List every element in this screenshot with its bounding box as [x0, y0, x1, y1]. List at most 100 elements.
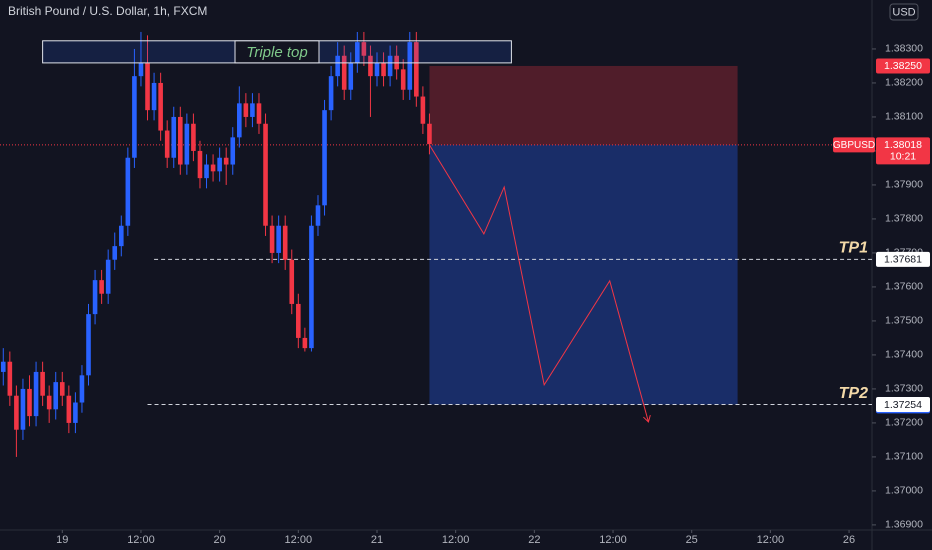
candle-body: [223, 157, 229, 165]
currency-label[interactable]: USD: [892, 6, 915, 18]
candle-body: [407, 42, 413, 90]
candle-body: [355, 42, 360, 63]
target-level-name: TP1: [839, 240, 868, 257]
candle-body: [250, 103, 255, 117]
candle-body: [79, 375, 85, 403]
y-tick-label: 1.37000: [885, 485, 923, 497]
candle-body: [158, 82, 163, 131]
candle-body: [263, 123, 268, 226]
candle-body: [125, 157, 131, 226]
price-tag-label: 1.38250: [884, 60, 922, 72]
x-tick-label: 12:00: [599, 534, 627, 546]
candle-body: [151, 82, 157, 111]
x-tick-label: 22: [528, 534, 540, 546]
candle-body: [348, 62, 354, 90]
candle-body: [171, 116, 177, 158]
y-tick-label: 1.37200: [885, 417, 923, 429]
candle-body: [276, 225, 281, 253]
symbol-label: GBPUSD: [833, 140, 875, 151]
candle-body: [237, 103, 242, 138]
candle-body: [302, 337, 308, 349]
candle-body: [92, 280, 98, 315]
candle-body: [322, 110, 327, 206]
candle-body: [118, 225, 124, 247]
candle-body: [164, 130, 170, 158]
candle-body: [368, 55, 373, 77]
target-level-name: TP2: [839, 385, 868, 402]
x-tick-label: 19: [56, 534, 68, 546]
candle-body: [0, 361, 6, 372]
candle-body: [178, 116, 183, 165]
candle-body: [184, 123, 190, 165]
candle-body: [86, 314, 91, 376]
candle-body: [73, 402, 78, 423]
price-tag: [876, 58, 930, 74]
candle-body: [230, 137, 236, 165]
projection-path: [429, 144, 649, 423]
candle-body: [59, 382, 65, 396]
candle-body: [269, 225, 275, 253]
level-tag: [876, 397, 930, 413]
candle-body: [243, 103, 249, 117]
level-tag-label: 1.37254: [884, 399, 922, 411]
candle-body: [33, 371, 39, 417]
level-tag-label: 1.37681: [884, 254, 922, 266]
candle-body: [328, 76, 334, 111]
candle-body: [27, 388, 32, 417]
x-tick-label: 12:00: [757, 534, 785, 546]
x-tick-label: 26: [843, 534, 855, 546]
stop-zone: [429, 65, 738, 145]
y-tick-label: 1.37600: [885, 281, 923, 293]
candle-body: [14, 395, 19, 430]
triple-top-label-box: [234, 40, 320, 64]
candle-body: [361, 42, 367, 56]
candle-body: [315, 205, 321, 226]
candle-body: [112, 246, 118, 260]
x-tick-label: 12:00: [285, 534, 313, 546]
candle-body: [105, 259, 111, 294]
candle-body: [204, 164, 209, 179]
currency-button[interactable]: [889, 3, 919, 21]
x-tick-label: 20: [214, 534, 226, 546]
y-tick-label: 1.38300: [885, 43, 923, 55]
candle-body: [40, 371, 45, 396]
candle-body: [309, 225, 314, 349]
x-tick-label: 12:00: [442, 534, 470, 546]
candle-body: [374, 62, 380, 77]
candle-body: [420, 96, 426, 124]
last-price-tag: [876, 137, 930, 165]
level-tag: [876, 251, 930, 267]
countdown-label: 10:21: [890, 151, 916, 163]
candle-body: [145, 62, 150, 111]
candle-body: [427, 123, 432, 145]
candle-body: [20, 388, 26, 430]
candle-body: [138, 62, 144, 77]
x-tick-label: 12:00: [127, 534, 155, 546]
candle-body: [46, 395, 52, 410]
y-tick-label: 1.37300: [885, 383, 923, 395]
candle-body: [99, 280, 104, 294]
y-tick-label: 1.37900: [885, 179, 923, 191]
y-tick-label: 1.38200: [885, 77, 923, 89]
y-tick-label: 1.37800: [885, 213, 923, 225]
candle-body: [387, 55, 393, 77]
last-price-label: 1.38018: [884, 139, 922, 151]
candle-body: [132, 76, 137, 158]
candle-body: [7, 361, 13, 396]
candle-body: [210, 164, 216, 172]
triple-top-label: Triple top: [246, 44, 307, 61]
symbol-tag: [833, 137, 875, 153]
candle-body: [289, 259, 295, 304]
y-tick-label: 1.36900: [885, 519, 923, 531]
target-zone: [429, 144, 738, 405]
candle-body: [191, 123, 196, 151]
x-tick-label: 25: [686, 534, 698, 546]
candle-body: [53, 382, 59, 410]
candle-body: [197, 150, 203, 179]
chart-title: British Pound / U.S. Dollar, 1h, FXCM: [8, 4, 207, 18]
y-tick-label: 1.37500: [885, 315, 923, 327]
y-tick-label: 1.37400: [885, 349, 923, 361]
candle-body: [282, 225, 288, 260]
projection-arrowhead: [643, 415, 651, 423]
